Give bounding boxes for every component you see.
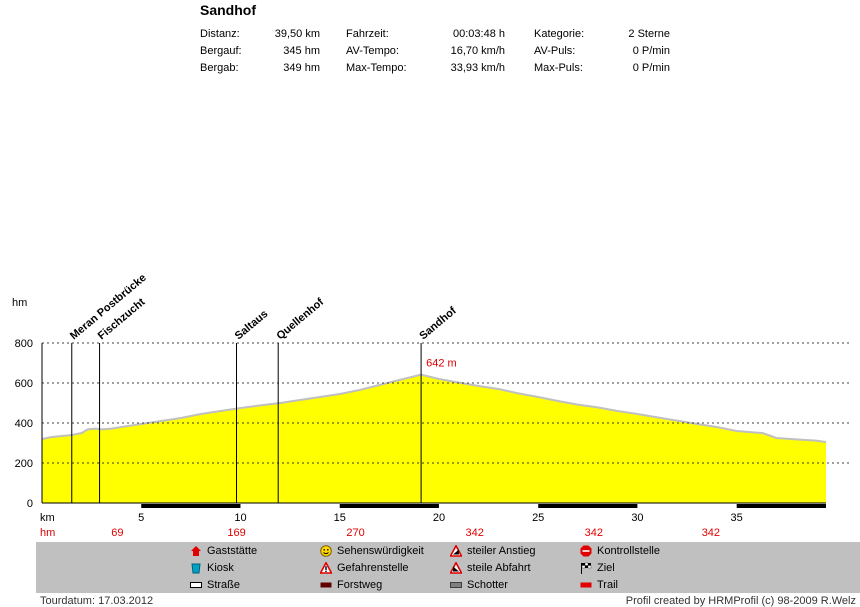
x-tick-label: 20 (433, 512, 445, 524)
legend-label: Straße (207, 579, 241, 591)
stat-value: 39,50 km (274, 28, 320, 40)
surface-segment (438, 504, 539, 508)
smiley-icon (320, 545, 332, 557)
hm-row-value: 342 (702, 527, 720, 539)
steep-descent-icon (450, 562, 462, 574)
legend-label: Schotter (467, 579, 508, 591)
waypoint-label: Quellenhof (274, 296, 326, 342)
stat-value: 00:03:48 h (453, 28, 505, 40)
y-tick-label: 400 (15, 418, 33, 430)
kiosk-icon (191, 563, 201, 574)
stat-label: Bergauf: (200, 45, 242, 57)
hm-row-value: 69 (111, 527, 123, 539)
hm-row-value: 169 (227, 527, 245, 539)
legend-item: Gefahrenstelle (320, 562, 409, 574)
stat-label: Kategorie: (534, 28, 585, 40)
waypoint-label: Sandhof (417, 305, 459, 343)
stat-value: 345 hm (283, 45, 320, 57)
stat-label: Max-Puls: (534, 62, 583, 74)
peak-annotation: 642 m (426, 358, 457, 370)
elevation-area (42, 374, 826, 503)
legend-item: Schotter (450, 579, 508, 591)
x-tick-label: 15 (334, 512, 346, 524)
stat-label: Fahrzeit: (346, 28, 389, 40)
legend-label: Kiosk (207, 562, 234, 574)
legend-item: Sehenswürdigkeit (320, 545, 424, 557)
legend-label: steiler Anstieg (467, 545, 536, 557)
credit-text: Profil created by HRMProfil (c) 98-2009 … (625, 595, 856, 607)
stat-value: 0 P/min (632, 45, 670, 57)
stat-label: AV-Puls: (534, 45, 576, 57)
trail-icon (580, 582, 592, 588)
legend-label: Ziel (597, 562, 615, 574)
legend-item: Kontrollstelle (580, 545, 660, 557)
y-tick-label: 200 (15, 458, 33, 470)
stat-label: AV-Tempo: (346, 45, 399, 57)
x-tick-label: 35 (731, 512, 743, 524)
tour-date: Tourdatum: 17.03.2012 (40, 595, 154, 607)
steep-climb-icon (450, 545, 462, 557)
stat-value: 349 hm (283, 62, 320, 74)
y-tick-label: 600 (15, 378, 33, 390)
surface-segment (240, 504, 340, 508)
stop-icon (580, 545, 592, 557)
tour-title: Sandhof (200, 2, 256, 18)
x-axis-label: km (40, 512, 55, 524)
road-icon (190, 582, 202, 588)
legend-label: Gaststätte (207, 545, 258, 557)
house-icon (191, 546, 201, 556)
legend-label: Forstweg (337, 579, 383, 591)
waypoint-label: Saltaus (233, 308, 271, 342)
legend-item: Kiosk (190, 562, 234, 574)
legend-item: Forstweg (320, 579, 382, 591)
y-tick-label: 0 (27, 498, 33, 510)
hm-row-label: hm (40, 527, 55, 539)
hm-row-value: 270 (346, 527, 364, 539)
legend-label: Sehenswürdigkeit (337, 545, 424, 557)
y-tick-label: 800 (15, 338, 33, 350)
stat-value: 33,93 km/h (450, 62, 505, 74)
surface-segment (42, 504, 142, 508)
stat-value: 16,70 km/h (450, 45, 505, 57)
elevation-line (41, 373, 827, 443)
legend-item: steile Abfahrt (450, 562, 531, 574)
elevation-profile-chart: 0 200 400 600 800 hm km 5 10 15 20 25 30 35 hm 69 169 270… (12, 272, 852, 539)
warning-icon (320, 562, 332, 574)
surface-segment (637, 504, 737, 508)
legend-item: steiler Anstieg (450, 545, 535, 557)
gravel-icon (450, 582, 462, 588)
stat-label: Bergab: (200, 62, 239, 74)
surface-segment (339, 504, 439, 508)
legend-item: Trail (580, 579, 618, 591)
legend-item: Straße (190, 579, 240, 591)
surface-segment (538, 504, 638, 508)
legend-label: Kontrollstelle (597, 545, 660, 557)
legend-item: Ziel (580, 562, 615, 574)
hm-row-value: 342 (585, 527, 603, 539)
legend: Gaststätte Kiosk Straße Sehenswürdigkeit… (36, 542, 860, 593)
finish-flag-icon (581, 562, 592, 574)
stat-label: Distanz: (200, 28, 240, 40)
legend-label: Trail (597, 579, 618, 591)
stat-label: Max-Tempo: (346, 62, 407, 74)
forest-road-icon (320, 582, 332, 588)
y-axis-label: hm (12, 297, 27, 309)
x-tick-label: 30 (631, 512, 643, 524)
surface-segment (736, 504, 826, 508)
legend-item: Gaststätte (190, 545, 257, 557)
legend-label: Gefahrenstelle (337, 562, 409, 574)
x-tick-label: 25 (532, 512, 544, 524)
x-tick-label: 5 (138, 512, 144, 524)
hm-row-value: 342 (466, 527, 484, 539)
surface-segment (141, 504, 241, 508)
legend-label: steile Abfahrt (467, 562, 531, 574)
stat-value: 2 Sterne (628, 28, 670, 40)
x-tick-label: 10 (234, 512, 246, 524)
stat-value: 0 P/min (632, 62, 670, 74)
